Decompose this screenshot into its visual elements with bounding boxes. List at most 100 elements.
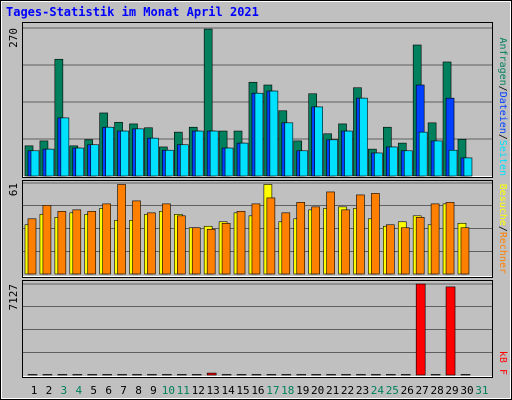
legend-entry: Dateien: [497, 92, 508, 134]
bar: [194, 130, 204, 177]
bar: [57, 211, 67, 275]
x-tick-label: 5: [90, 384, 97, 397]
bar: [400, 374, 411, 376]
bar: [400, 227, 410, 275]
bar: [386, 374, 396, 376]
x-tick-label: 31: [475, 384, 488, 397]
bar: [266, 197, 276, 275]
legend-entry: kB F: [497, 351, 508, 375]
bar: [359, 97, 368, 177]
y-tick-label: 7127: [7, 284, 20, 311]
bar: [147, 212, 156, 275]
bar: [299, 150, 309, 177]
bar: [221, 222, 231, 275]
bar: [42, 205, 52, 275]
bar: [329, 139, 338, 177]
x-tick-label: 10: [162, 384, 175, 397]
x-tick-label: 19: [296, 384, 309, 397]
legend-entry: Besuche: [497, 184, 508, 226]
bar: [191, 227, 201, 275]
bar: [191, 374, 202, 376]
bar: [284, 122, 294, 177]
bar: [251, 203, 261, 275]
bar: [57, 374, 68, 376]
legend-separator: /: [497, 226, 508, 232]
bar: [269, 90, 279, 177]
x-tick-label: 25: [386, 384, 399, 397]
bar: [430, 203, 440, 275]
legend-entry: Seiten: [497, 140, 508, 176]
bar: [281, 374, 292, 376]
bar: [87, 211, 97, 275]
bar: [311, 374, 321, 376]
x-tick-label: 3: [61, 384, 68, 397]
bar: [162, 203, 171, 275]
bar: [90, 144, 100, 177]
bar: [209, 130, 219, 177]
bar: [415, 283, 426, 376]
x-tick-label: 8: [135, 384, 142, 397]
x-tick-label: 14: [221, 384, 235, 397]
bar: [460, 374, 471, 376]
x-tick-label: 15: [236, 384, 249, 397]
y-tick-label: 61: [7, 183, 20, 196]
bar: [341, 374, 351, 376]
bar: [460, 227, 470, 275]
bar: [72, 209, 82, 275]
x-tick-label: 1: [31, 384, 38, 397]
x-tick-label: 23: [356, 384, 369, 397]
bar: [105, 126, 114, 177]
bar: [72, 374, 83, 376]
bar: [162, 374, 172, 376]
bar: [120, 130, 129, 177]
x-tick-label: 29: [445, 384, 458, 397]
bar: [206, 372, 217, 376]
x-tick-label: 12: [192, 384, 205, 397]
bar: [135, 128, 144, 177]
x-tick-label: 28: [430, 384, 443, 397]
bar: [102, 374, 112, 376]
bar: [180, 144, 189, 177]
bar: [132, 374, 142, 376]
panel: [22, 280, 493, 378]
bar: [463, 157, 473, 177]
bar: [296, 374, 307, 376]
legend: Besuche/Rechner: [497, 184, 508, 274]
bar: [415, 217, 425, 275]
bar: [87, 374, 98, 376]
legend-separator: /: [497, 86, 508, 92]
bar: [254, 92, 264, 177]
x-tick-label: 6: [105, 384, 112, 397]
x-tick-label: 26: [401, 384, 414, 397]
bar: [371, 193, 380, 275]
bar: [236, 211, 246, 275]
bar: [165, 149, 174, 177]
bar: [326, 191, 335, 275]
bar: [27, 218, 37, 275]
bar: [418, 131, 428, 177]
bar: [311, 206, 320, 275]
x-tick-label: 18: [281, 384, 294, 397]
bar: [344, 130, 353, 177]
bar: [430, 374, 441, 376]
bar: [403, 150, 413, 177]
bar: [177, 374, 187, 376]
x-tick-label: 2: [46, 384, 53, 397]
bar: [27, 374, 38, 376]
bar: [221, 374, 232, 376]
bar: [236, 374, 247, 376]
x-tick-label: 9: [150, 384, 157, 397]
x-tick-label: 11: [177, 384, 190, 397]
x-tick-label: 24: [371, 384, 385, 397]
bar: [60, 117, 70, 177]
bar: [356, 374, 366, 376]
x-tick-label: 4: [75, 384, 82, 397]
bar: [75, 147, 85, 177]
bar: [177, 215, 186, 275]
bar: [45, 148, 55, 177]
x-tick-label: 13: [207, 384, 220, 397]
x-tick-label: 22: [341, 384, 354, 397]
bar: [341, 209, 350, 275]
bar: [386, 224, 395, 275]
